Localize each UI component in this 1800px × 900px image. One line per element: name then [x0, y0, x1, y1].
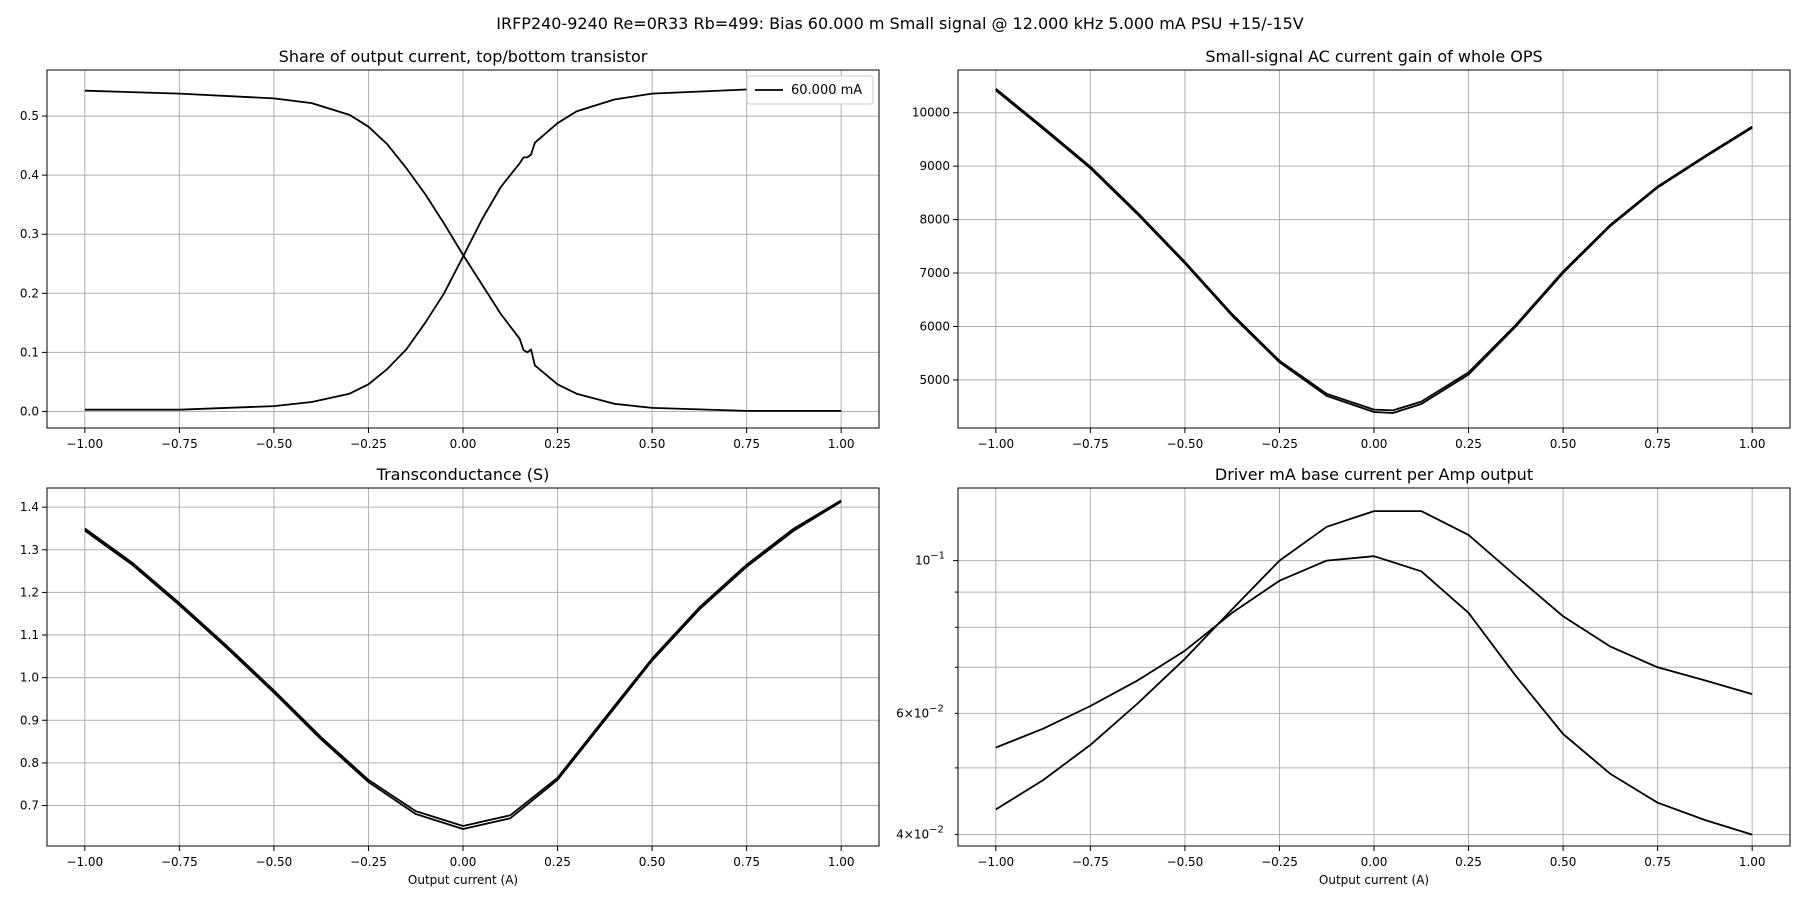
- y-tick-label: 5000: [919, 373, 950, 387]
- x-tick-label: 1.00: [828, 855, 855, 869]
- y-tick-label: 4×10−2: [896, 825, 944, 842]
- x-tick-label: 1.00: [828, 437, 855, 451]
- y-tick-label: 1.2: [20, 585, 39, 599]
- y-tick-label: 0.9: [20, 713, 39, 727]
- chart-title: Driver mA base current per Amp output: [1215, 465, 1533, 484]
- legend-label: 60.000 mA: [791, 83, 862, 98]
- x-tick-label: −0.75: [161, 437, 198, 451]
- y-tick-label: 0.8: [20, 756, 39, 770]
- x-tick-label: 0.00: [450, 855, 477, 869]
- chart-title: Transconductance (S): [376, 465, 550, 484]
- y-tick-label: 0.5: [20, 109, 39, 123]
- x-tick-label: −1.00: [977, 437, 1014, 451]
- x-tick-label: 0.00: [1361, 437, 1388, 451]
- x-tick-label: 0.50: [639, 437, 666, 451]
- y-tick-label: 9000: [919, 159, 950, 173]
- x-tick-label: −0.25: [350, 855, 387, 869]
- y-tick-label: 0.7: [20, 799, 39, 813]
- chart-4: Driver mA base current per Amp output −1.…: [896, 465, 1791, 887]
- chart-3: Transconductance (S) −1.00 −0.75 −0.50 −0.25…: [20, 465, 880, 887]
- x-tick-label: 0.50: [639, 855, 666, 869]
- x-tick-label: 0.25: [544, 855, 571, 869]
- x-tick-label: −1.00: [66, 855, 103, 869]
- y-tick-label: 10−1: [915, 551, 945, 568]
- series-line-2: [84, 499, 842, 827]
- x-tick-label: 0.75: [1644, 855, 1671, 869]
- x-tick-label: 0.75: [733, 437, 760, 451]
- x-axis-label: Output current (A): [408, 873, 518, 887]
- series-line-1: [995, 510, 1753, 811]
- x-tick-label: 1.00: [1739, 855, 1766, 869]
- x-tick-label: −0.50: [1167, 855, 1204, 869]
- x-tick-label: −0.50: [256, 855, 293, 869]
- plot-frame: [46, 69, 880, 429]
- x-tick-label: 0.25: [1455, 437, 1482, 451]
- chart-title: Share of output current, top/bottom tran…: [279, 47, 648, 66]
- series-line-2: [84, 87, 842, 411]
- y-tick-label: 6×10−2: [896, 703, 944, 720]
- plot-frame: [957, 487, 1791, 847]
- series-line-1: [84, 89, 842, 412]
- series-line-2: [995, 88, 1753, 412]
- x-tick-label: −0.75: [1072, 437, 1109, 451]
- y-tick-label: 1.4: [20, 500, 39, 514]
- x-tick-label: −0.50: [1167, 437, 1204, 451]
- series-line-1: [84, 500, 842, 830]
- chart-2: Small-signal AC current gain of whole OP…: [912, 47, 1791, 451]
- y-tick-label: 7000: [919, 266, 950, 280]
- chart-1: Share of output current, top/bottom tran…: [20, 47, 880, 451]
- y-tick-label: 8000: [919, 213, 950, 227]
- x-tick-label: −0.25: [1261, 437, 1298, 451]
- x-tick-label: −1.00: [977, 855, 1014, 869]
- y-tick-label: 0.4: [20, 168, 39, 182]
- y-tick-label: 6000: [919, 319, 950, 333]
- x-tick-label: 0.00: [450, 437, 477, 451]
- x-tick-label: 1.00: [1739, 437, 1766, 451]
- x-tick-label: 0.75: [733, 855, 760, 869]
- x-tick-label: 0.50: [1550, 437, 1577, 451]
- x-axis-label: Output current (A): [1319, 873, 1429, 887]
- x-tick-label: 0.00: [1361, 855, 1388, 869]
- y-tick-label: 0.0: [20, 404, 39, 418]
- x-tick-label: −0.75: [161, 855, 198, 869]
- x-tick-label: 0.50: [1550, 855, 1577, 869]
- y-tick-label: 1.1: [20, 628, 39, 642]
- x-tick-label: −0.50: [256, 437, 293, 451]
- x-tick-label: −0.25: [350, 437, 387, 451]
- plot-frame: [957, 69, 1791, 429]
- x-tick-label: −0.25: [1261, 855, 1298, 869]
- y-tick-label: 10000: [912, 106, 950, 120]
- y-tick-label: 0.2: [20, 286, 39, 300]
- x-tick-label: −0.75: [1072, 855, 1109, 869]
- y-tick-label: 0.3: [20, 227, 39, 241]
- x-tick-label: 0.25: [1455, 855, 1482, 869]
- plot-frame: [46, 487, 880, 847]
- y-tick-label: 1.0: [20, 671, 39, 685]
- figure-title: IRFP240-9240 Re=0R33 Rb=499: Bias 60.000…: [496, 14, 1304, 33]
- x-tick-label: 0.25: [544, 437, 571, 451]
- legend: 60.000 mA: [746, 75, 874, 105]
- series-line-1: [995, 89, 1753, 414]
- y-tick-label: 0.1: [20, 345, 39, 359]
- x-tick-label: −1.00: [66, 437, 103, 451]
- chart-title: Small-signal AC current gain of whole OP…: [1205, 47, 1542, 66]
- series-line-2: [995, 555, 1753, 836]
- y-tick-label: 1.3: [20, 543, 39, 557]
- x-tick-label: 0.75: [1644, 437, 1671, 451]
- legend-box: [746, 75, 874, 105]
